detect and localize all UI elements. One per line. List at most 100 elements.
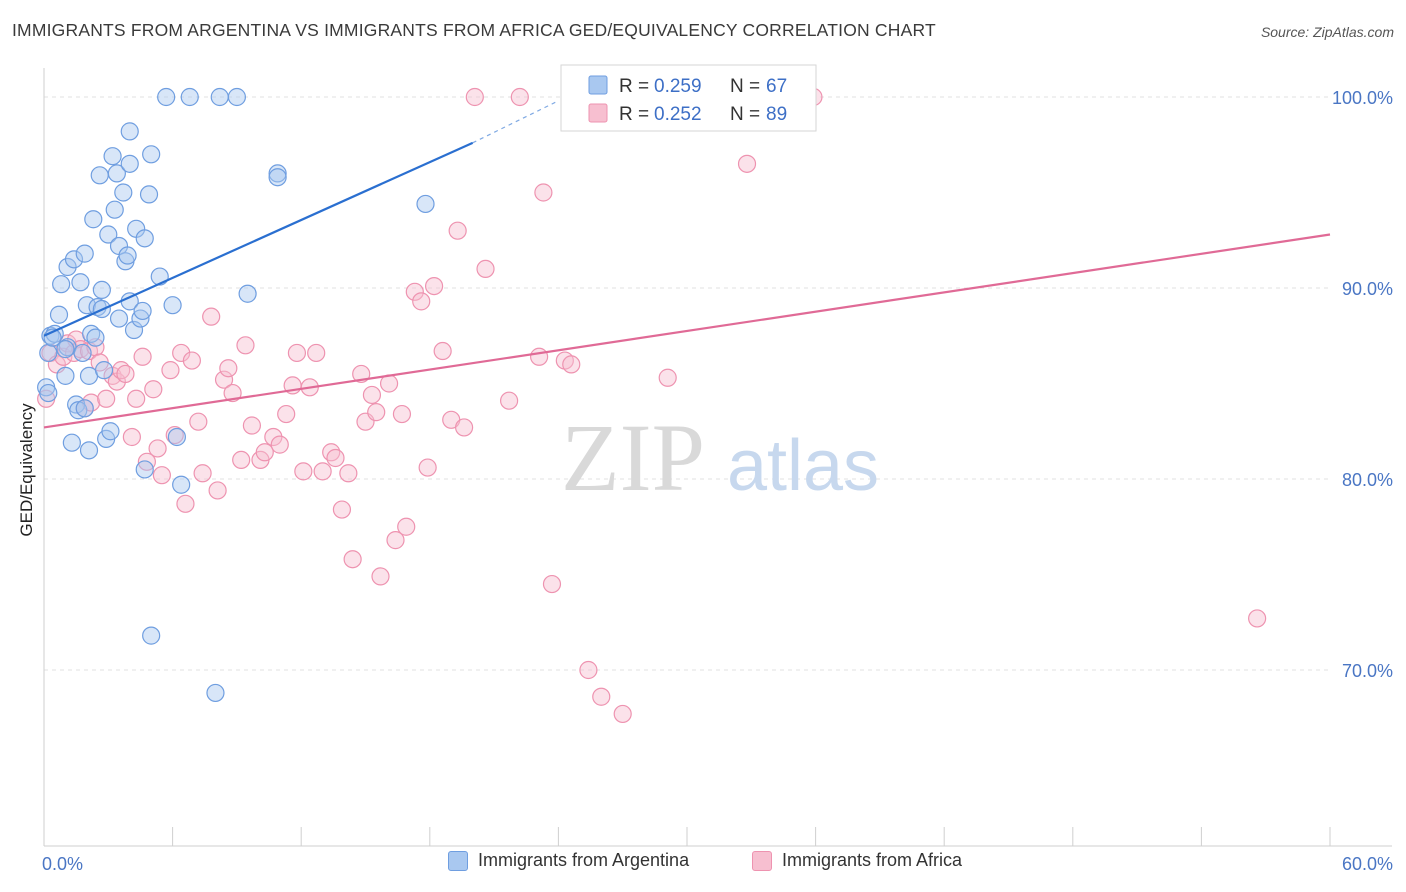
trend-lines	[43, 100, 1331, 429]
legend-item-argentina: Immigrants from Argentina	[448, 850, 689, 871]
data-point	[92, 280, 111, 300]
data-point	[120, 154, 139, 173]
data-point	[534, 183, 553, 202]
data-point	[142, 145, 161, 164]
data-point	[737, 154, 757, 173]
legend-swatch-argentina	[588, 75, 608, 95]
data-point	[90, 166, 109, 185]
legend-swatch-africa	[752, 850, 772, 871]
data-point	[613, 704, 632, 724]
data-point	[326, 448, 345, 468]
trend-line-argentina-extension	[472, 100, 559, 144]
data-point	[454, 418, 474, 437]
legend-swatch-africa	[588, 103, 608, 123]
data-point	[294, 462, 313, 481]
data-point	[127, 389, 146, 408]
data-point	[167, 427, 186, 447]
y-tick-label: 90.0%	[1342, 279, 1393, 299]
data-point	[658, 368, 677, 387]
data-point	[176, 494, 195, 513]
data-point	[152, 466, 171, 485]
data-point	[114, 183, 133, 202]
data-point	[530, 347, 549, 366]
data-point	[135, 460, 154, 479]
watermark-atlas: atlas	[727, 426, 879, 506]
data-point	[264, 427, 283, 447]
data-point	[386, 531, 405, 550]
data-point	[69, 401, 88, 420]
data-point	[58, 257, 77, 277]
data-point	[232, 450, 251, 469]
data-point	[99, 225, 118, 244]
legend-n-label: N =	[730, 76, 760, 97]
data-point	[161, 361, 180, 380]
data-point	[1248, 609, 1267, 628]
source-label: Source: ZipAtlas.com	[1260, 24, 1394, 40]
legend-label-africa: Immigrants from Africa	[782, 850, 963, 870]
data-point	[270, 435, 289, 454]
data-point	[107, 164, 126, 183]
y-tick-label: 80.0%	[1342, 470, 1393, 490]
data-point	[397, 517, 416, 536]
data-point	[433, 341, 452, 361]
data-point	[84, 210, 103, 229]
series-argentina-points	[37, 87, 435, 703]
data-point	[135, 229, 154, 248]
data-point	[238, 284, 257, 303]
data-point	[202, 307, 221, 326]
data-point	[64, 250, 84, 269]
data-point	[268, 168, 287, 187]
data-point	[56, 340, 75, 359]
data-point	[500, 391, 519, 410]
data-point	[49, 305, 69, 324]
chart-title: IMMIGRANTS FROM ARGENTINA VS IMMIGRANTS …	[12, 20, 936, 40]
data-point	[542, 574, 562, 594]
legend-item-africa: Immigrants from Africa	[752, 850, 962, 871]
data-point	[52, 275, 71, 294]
data-point	[392, 404, 412, 424]
watermark: ZIP atlas	[561, 404, 879, 511]
data-point	[268, 164, 287, 183]
legend-r-value: 0.259	[654, 76, 702, 97]
y-axis-title: GED/Equivalency	[17, 403, 36, 537]
data-point	[367, 403, 386, 422]
data-point	[579, 660, 598, 680]
y-tick-labels: 70.0% 80.0% 90.0% 100.0%	[1332, 88, 1393, 681]
x-tick-label: 0.0%	[42, 854, 83, 874]
legend-swatch-argentina	[448, 850, 468, 871]
data-point	[313, 462, 332, 481]
data-point	[109, 309, 129, 328]
watermark-zip: ZIP	[561, 404, 705, 511]
data-point	[255, 443, 274, 462]
data-point	[371, 567, 390, 586]
data-point	[206, 683, 225, 703]
data-point	[39, 383, 58, 403]
data-point	[56, 366, 75, 385]
data-point	[71, 273, 90, 292]
data-point	[592, 687, 611, 706]
data-point	[116, 364, 135, 384]
data-point	[418, 458, 437, 477]
data-point	[163, 296, 182, 315]
data-point	[405, 282, 424, 301]
data-point	[157, 87, 176, 107]
data-point	[210, 87, 229, 107]
data-point	[332, 500, 352, 519]
data-point	[122, 427, 141, 447]
data-point	[139, 185, 159, 204]
y-tick-label: 100.0%	[1332, 88, 1393, 108]
data-point	[339, 464, 358, 483]
data-point	[73, 343, 92, 363]
data-point	[103, 147, 122, 166]
data-point	[94, 361, 114, 380]
data-point	[120, 122, 139, 141]
data-point	[79, 441, 99, 460]
legend-r-label: R =	[619, 76, 649, 97]
data-point	[180, 87, 199, 107]
data-point	[242, 416, 262, 435]
data-point	[236, 336, 255, 355]
data-point	[105, 200, 124, 219]
legend-label-argentina: Immigrants from Argentina	[478, 850, 690, 870]
legend-n-label: N =	[730, 104, 760, 125]
